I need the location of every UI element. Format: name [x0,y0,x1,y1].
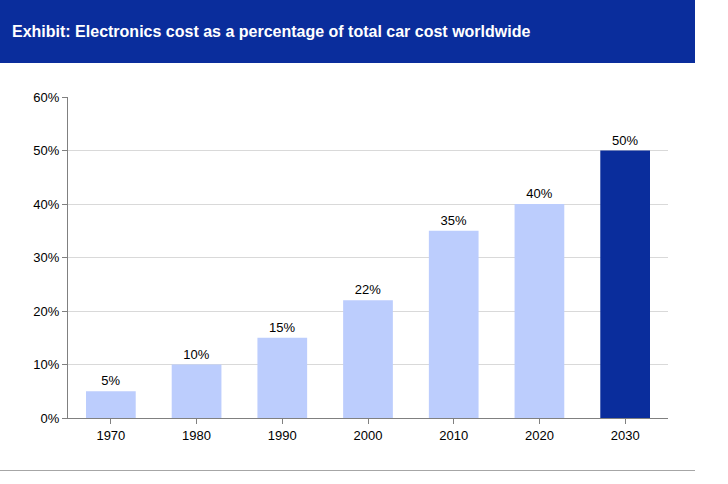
svg-text:2010: 2010 [439,428,468,443]
svg-text:30%: 30% [33,250,59,265]
svg-text:5%: 5% [101,373,120,388]
svg-text:1980: 1980 [182,428,211,443]
svg-text:50%: 50% [612,133,638,148]
svg-text:2000: 2000 [354,428,383,443]
svg-text:20%: 20% [33,304,59,319]
svg-text:15%: 15% [269,320,295,335]
svg-text:40%: 40% [33,197,59,212]
svg-text:2020: 2020 [525,428,554,443]
svg-text:60%: 60% [33,90,59,105]
svg-text:0%: 0% [41,411,60,426]
html-text:Exhibit: Electronics cost as a: Exhibit: Electronics cost as a percentag… [12,23,531,40]
svg-text:40%: 40% [526,186,552,201]
svg-text:10%: 10% [33,357,59,372]
svg-text:50%: 50% [33,143,59,158]
svg-text:2030: 2030 [611,428,640,443]
svg-text:22%: 22% [355,282,381,297]
svg-text:1990: 1990 [268,428,297,443]
svg-text:35%: 35% [440,213,466,228]
svg-text:1970: 1970 [96,428,125,443]
svg-text:10%: 10% [183,347,209,362]
